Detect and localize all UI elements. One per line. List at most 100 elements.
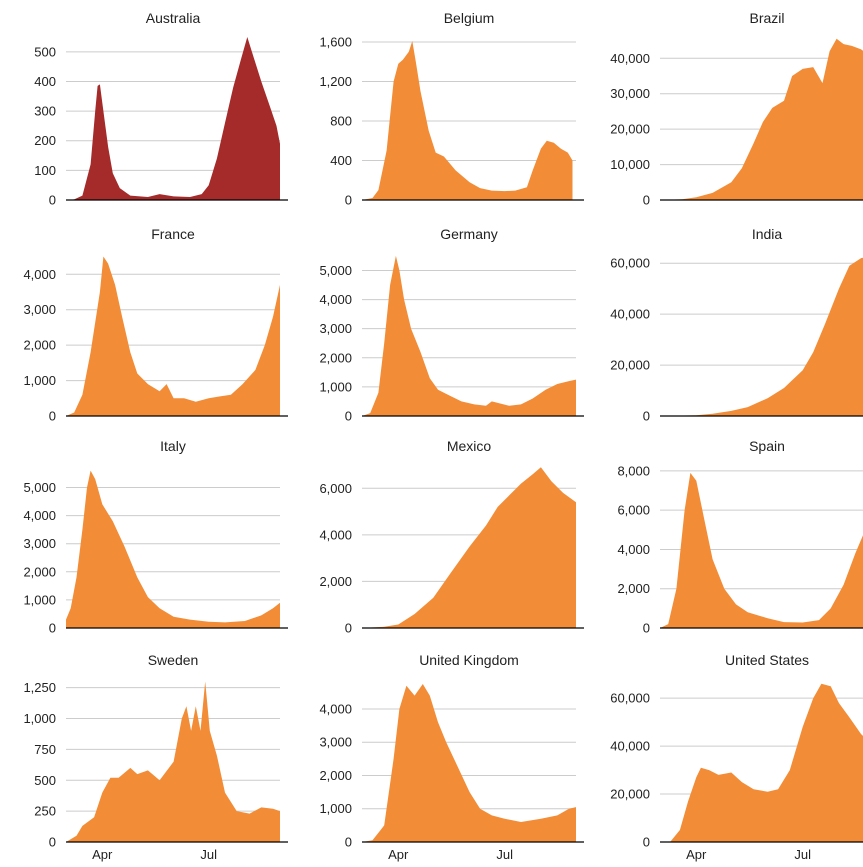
y-tick-label: 1,000 [23, 711, 56, 726]
y-tick-label: 20,000 [610, 122, 650, 137]
panel-germany: Germany 0 1,000 2,000 3,000 4,000 5,000 [319, 226, 584, 424]
y-tick-label: 6,000 [617, 503, 650, 518]
panel-title-belgium: Belgium [444, 10, 495, 26]
y-tick-label: 0 [49, 621, 56, 636]
y-tick-label: 40,000 [610, 307, 650, 322]
y-tick-label: 0 [643, 193, 650, 208]
panel-belgium: Belgium 0 400 800 1,200 1,600 [319, 10, 584, 208]
y-tick-label: 3,000 [319, 735, 352, 750]
y-tick-label: 4,000 [319, 292, 352, 307]
y-tick-label: 8,000 [617, 463, 650, 478]
y-tick-label: 10,000 [610, 157, 650, 172]
y-tick-label: 6,000 [319, 481, 352, 496]
y-tick-label: 3,000 [23, 302, 56, 317]
x-tick-label: Jul [200, 847, 217, 862]
series-area-france [66, 256, 280, 416]
y-tick-label: 500 [34, 773, 56, 788]
y-tick-label: 2,000 [319, 350, 352, 365]
series-area-brazil [660, 38, 863, 200]
y-tick-label: 2,000 [319, 574, 352, 589]
y-tick-label: 5,000 [319, 263, 352, 278]
y-tick-label: 400 [34, 74, 56, 89]
y-tick-label: 0 [49, 835, 56, 850]
panel-brazil: Brazil 0 10,000 20,000 30,000 40,000 [610, 10, 863, 208]
panel-spain: Spain 0 2,000 4,000 6,000 8,000 [617, 438, 863, 636]
x-tick-label: Apr [686, 847, 707, 862]
panel-italy: Italy 0 1,000 2,000 3,000 4,000 5,000 [23, 438, 288, 636]
y-tick-label: 1,250 [23, 680, 56, 695]
y-tick-label: 100 [34, 163, 56, 178]
y-tick-label: 4,000 [23, 508, 56, 523]
y-tick-label: 300 [34, 104, 56, 119]
y-tick-label: 20,000 [610, 358, 650, 373]
series-area-india [660, 257, 863, 416]
panel-united-states: United States 0 20,000 40,000 60,000 Apr Jul [610, 652, 863, 862]
panel-title-italy: Italy [160, 438, 186, 454]
y-tick-label: 0 [345, 835, 352, 850]
series-area-united-states [660, 683, 863, 842]
y-tick-label: 60,000 [610, 256, 650, 271]
panel-title-sweden: Sweden [148, 652, 199, 668]
y-tick-label: 0 [643, 409, 650, 424]
y-tick-label: 4,000 [319, 527, 352, 542]
y-tick-label: 3,000 [319, 321, 352, 336]
x-tick-label: Jul [496, 847, 513, 862]
panel-title-france: France [151, 226, 195, 242]
panel-title-india: India [752, 226, 783, 242]
series-area-australia [66, 37, 280, 200]
x-tick-label: Apr [388, 847, 409, 862]
y-tick-label: 1,000 [319, 801, 352, 816]
y-tick-label: 0 [345, 409, 352, 424]
y-tick-label: 250 [34, 804, 56, 819]
y-tick-label: 1,600 [319, 34, 352, 49]
y-tick-label: 0 [643, 835, 650, 850]
y-tick-label: 4,000 [617, 542, 650, 557]
y-tick-label: 40,000 [610, 51, 650, 66]
y-tick-label: 2,000 [319, 768, 352, 783]
y-tick-label: 400 [330, 153, 352, 168]
panel-title-united-kingdom: United Kingdom [419, 652, 519, 668]
panel-sweden: Sweden 0 250 500 750 1,000 1,250 Apr Jul [23, 652, 288, 862]
panel-australia: Australia 0 100 200 300 400 500 [34, 10, 288, 208]
y-tick-label: 1,000 [319, 379, 352, 394]
y-tick-label: 0 [345, 621, 352, 636]
panel-title-mexico: Mexico [447, 438, 492, 454]
x-tick-label: Apr [92, 847, 113, 862]
y-tick-label: 1,000 [23, 592, 56, 607]
series-area-sweden [66, 681, 280, 842]
y-tick-label: 20,000 [610, 787, 650, 802]
y-tick-label: 2,000 [23, 564, 56, 579]
y-tick-label: 4,000 [23, 267, 56, 282]
panel-title-australia: Australia [146, 10, 201, 26]
panel-india: India 0 20,000 40,000 60,000 [610, 226, 863, 424]
y-tick-label: 500 [34, 44, 56, 59]
y-tick-label: 4,000 [319, 701, 352, 716]
series-area-spain [660, 472, 863, 628]
panel-title-united-states: United States [725, 652, 809, 668]
y-tick-label: 0 [49, 193, 56, 208]
series-area-italy [66, 470, 280, 628]
y-tick-label: 0 [49, 409, 56, 424]
panel-france: France 0 1,000 2,000 3,000 4,000 [23, 226, 288, 424]
y-tick-label: 60,000 [610, 691, 650, 706]
y-tick-label: 1,000 [23, 373, 56, 388]
x-tick-label: Jul [794, 847, 811, 862]
y-tick-label: 5,000 [23, 480, 56, 495]
panel-mexico: Mexico 0 2,000 4,000 6,000 [319, 438, 584, 636]
y-tick-label: 0 [643, 621, 650, 636]
y-tick-label: 800 [330, 113, 352, 128]
panel-title-spain: Spain [749, 438, 785, 454]
y-tick-label: 0 [345, 193, 352, 208]
y-tick-label: 3,000 [23, 536, 56, 551]
series-area-mexico [362, 467, 576, 628]
panel-united-kingdom: United Kingdom 0 1,000 2,000 3,000 4,000 Apr Ju… [319, 652, 584, 862]
y-tick-label: 200 [34, 133, 56, 148]
y-tick-label: 40,000 [610, 739, 650, 754]
y-tick-label: 2,000 [23, 338, 56, 353]
y-tick-label: 1,200 [319, 74, 352, 89]
series-area-belgium [362, 41, 573, 200]
series-area-united-kingdom [362, 684, 576, 842]
panel-title-germany: Germany [440, 226, 498, 242]
y-tick-label: 750 [34, 742, 56, 757]
